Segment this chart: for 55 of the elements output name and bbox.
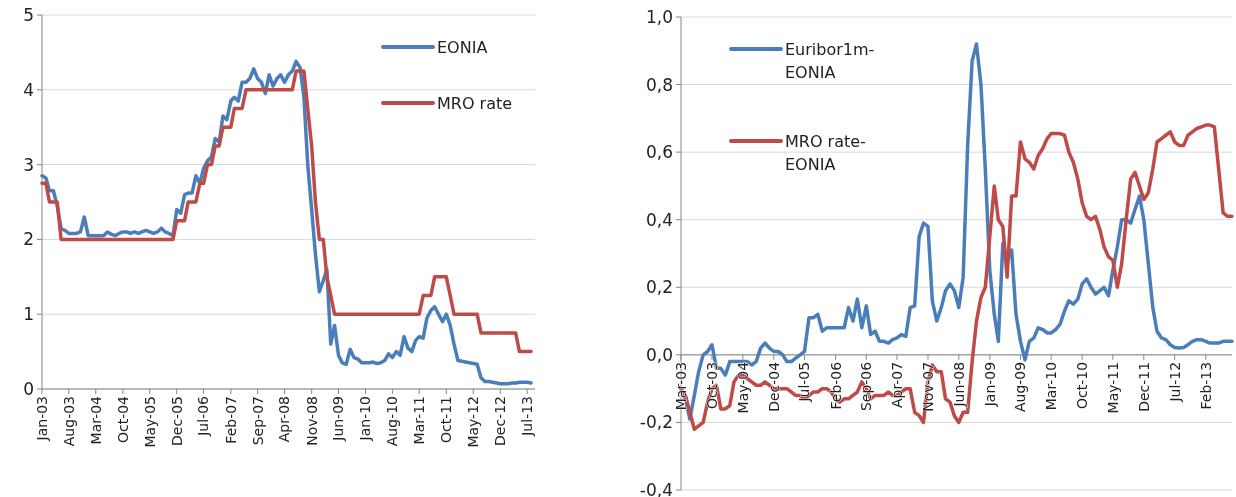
x-tick-label: Jul-13: [519, 396, 536, 437]
x-tick-label: May-05: [141, 396, 158, 448]
x-tick-label: Dec-04: [765, 361, 782, 412]
x-tick-label: Mar-11: [411, 396, 428, 445]
x-tick-label: Aug-03: [60, 396, 77, 447]
y-tick-label: 1,0: [645, 6, 673, 27]
x-tick-label: Jul-05: [796, 361, 813, 403]
x-tick-label: Jul-06: [195, 395, 212, 437]
x-tick-label: Jan-10: [357, 396, 374, 442]
y-tick-label: 0: [23, 378, 34, 399]
x-tick-label: Dec-11: [1135, 361, 1152, 412]
x-tick-label: Jun-08: [950, 361, 967, 408]
x-tick-label: Dec-05: [168, 396, 185, 446]
x-tick-label: May-12: [465, 396, 482, 448]
x-tick-label: Apr-08: [276, 396, 293, 443]
x-tick-label: Aug-09: [1012, 361, 1029, 413]
x-tick-label: Sep-06: [858, 361, 875, 412]
x-tick-label: Jul-12: [1166, 361, 1183, 403]
x-tick-label: Sep-07: [249, 396, 266, 446]
x-tick-label: Mar-04: [87, 395, 104, 445]
x-tick-label: Jun-09: [330, 396, 347, 442]
x-tick-label: Oct-04: [114, 395, 131, 444]
x-tick-label: Dec-12: [492, 396, 509, 446]
y-tick-label: 0,0: [645, 344, 673, 365]
y-tick-label: 0,6: [645, 142, 673, 163]
y-tick-label: 4: [23, 79, 34, 100]
legend-label: MRO rate-EONIA: [785, 131, 866, 174]
x-tick-label: Apr-07: [888, 361, 905, 409]
y-tick-label: 3: [23, 154, 34, 175]
x-tick-label: Nov-07: [919, 361, 936, 412]
y-tick-label: 1: [23, 304, 34, 325]
legend-label: EONIA: [437, 37, 488, 57]
x-tick-label: Mar-10: [1043, 361, 1060, 411]
legend-label: MRO rate: [437, 93, 513, 113]
x-tick-label: Oct-10: [1074, 361, 1091, 409]
x-tick-label: Jan-03: [33, 396, 50, 442]
y-tick-label: -0,4: [639, 479, 673, 497]
x-tick-label: Aug-10: [384, 396, 401, 447]
y-tick-label: 0,4: [645, 209, 673, 230]
y-tick-label: 5: [23, 4, 34, 25]
x-tick-label: Feb-06: [827, 361, 844, 410]
legend-label: Euribor1m-EONIA: [785, 39, 875, 82]
x-tick-label: Feb-13: [1197, 361, 1214, 410]
y-tick-label: -0,2: [639, 412, 673, 433]
x-tick-label: Jan-09: [981, 361, 998, 408]
x-tick-label: Oct-03: [703, 361, 720, 409]
x-tick-label: Feb-07: [222, 396, 239, 444]
x-tick-label: May-11: [1104, 361, 1121, 414]
x-tick-label: Mar-03: [672, 361, 689, 411]
y-tick-label: 0,2: [645, 277, 673, 298]
x-tick-label: May-04: [734, 361, 751, 414]
y-tick-label: 0,8: [645, 74, 673, 95]
y-tick-label: 2: [23, 229, 34, 250]
x-tick-label: Nov-08: [303, 396, 320, 446]
x-tick-label: Oct-11: [438, 396, 455, 444]
